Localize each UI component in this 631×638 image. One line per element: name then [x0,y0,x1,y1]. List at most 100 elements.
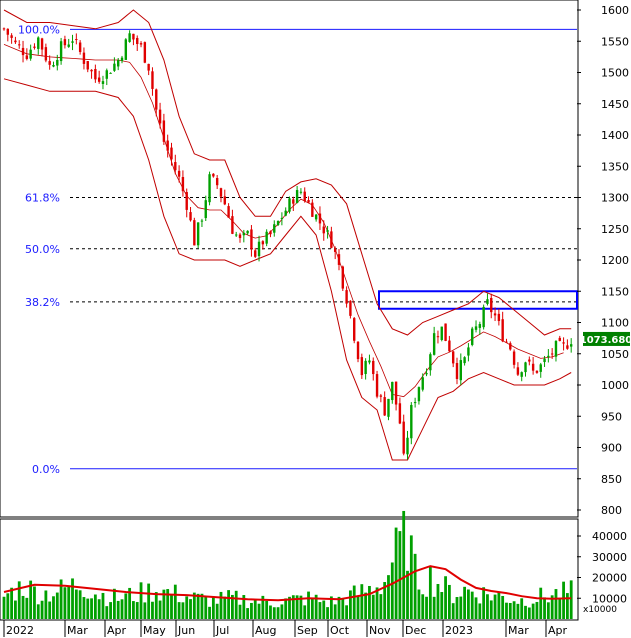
volume-bar [135,602,139,619]
candle-body [48,61,51,65]
volume-bar [250,602,253,619]
candle-body [109,72,112,74]
candle-body [299,191,303,193]
candle-body [307,200,310,203]
candle-body [227,206,230,218]
candle-body [18,44,21,46]
date-label: Jul [215,624,229,637]
date-label: Aug [255,624,276,637]
candle-body [512,351,516,365]
candle-body [562,342,565,344]
volume-bar [162,589,166,619]
candle-body [303,191,306,202]
resistance-zone [378,290,578,310]
volume-bar [166,589,170,619]
volume-bar [40,600,44,619]
volume-bar [341,598,345,619]
candle-body [196,222,200,246]
candle-body [288,198,291,212]
volume-bar [360,584,364,619]
volume-bar [170,594,173,619]
candle-body [6,28,10,35]
candle-body [440,326,443,340]
volume-bar [33,586,36,619]
candle-body [459,360,462,381]
volume-bar [189,599,192,619]
candle-body [242,232,246,236]
volume-bar [501,595,505,619]
volume-panel [0,518,579,621]
candle-body [90,69,93,72]
price-tick-label: 850 [601,473,622,486]
candle-body [261,241,265,245]
volume-bar [280,604,284,619]
candle-body [44,47,48,61]
price-tick-label: 1050 [601,348,629,361]
candle-body [372,360,375,375]
volume-bar [303,605,307,619]
candle-body [554,340,558,357]
volume-bar [489,600,493,619]
volume-bar [132,601,135,619]
candle-body [535,370,539,373]
candle-body [246,230,249,234]
volume-bar [55,592,59,619]
volume-bar [173,584,177,619]
date-label: Nov [369,624,391,637]
volume-bar [151,601,154,619]
candle-body [223,196,226,205]
candle-body [566,345,569,349]
volume-bar [291,595,295,619]
candle-body [558,337,561,341]
candle-body [353,318,356,341]
candle-body [181,177,185,192]
volume-bar [128,587,132,619]
volume-bar [67,587,71,619]
candle-body [166,140,169,151]
volume-bar [368,585,371,619]
candle-body [314,214,318,220]
candle-body [75,39,78,41]
candle-body [432,333,436,355]
candle-body [40,38,44,50]
candle-body [37,37,40,49]
volume-bar [371,594,375,619]
price-tick-label: 1450 [601,98,629,111]
candle-body [333,248,337,252]
volume-bar [390,562,394,619]
candle-body [29,49,32,59]
resistance-zone-box [378,290,578,310]
candle-body [364,360,367,375]
candle-body [394,381,398,405]
volume-bar [116,600,120,619]
volume-bar [349,590,352,619]
volume-bar [10,587,14,619]
candle-body [101,81,105,84]
volume-bar [158,600,162,619]
candle-body [292,199,295,204]
volume-bar [314,594,318,619]
candle-body [284,210,287,216]
candle-body [33,46,36,48]
date-label: Apr [548,624,568,637]
candle-body [490,297,493,313]
volume-bar [17,581,21,619]
fib-label-2: 50.0% [25,243,60,256]
candle-body [311,202,314,217]
candle-body [208,174,211,203]
volume-bar [253,599,257,619]
candle-body [444,323,447,341]
date-label: Sep [297,624,318,637]
candle-body [379,395,383,397]
volume-bar [565,593,569,619]
date-label: May [143,624,166,637]
candle-body [56,59,59,66]
volume-bar [413,553,417,619]
volume-bar [71,578,74,619]
candle-body [269,231,272,235]
candle-body [474,326,478,330]
candle-body [471,328,474,345]
last-price-text: 1073.680 [580,335,631,346]
volume-bar [516,603,520,619]
candle-body [82,52,86,64]
